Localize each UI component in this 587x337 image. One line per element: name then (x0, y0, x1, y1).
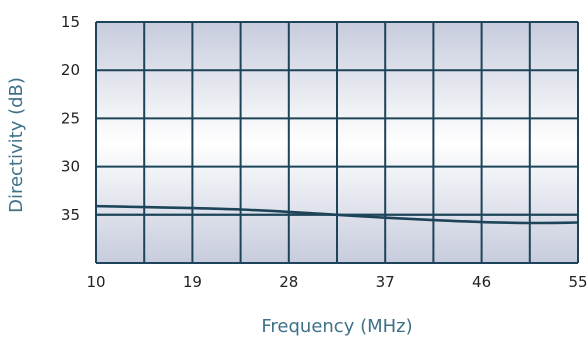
y-axis-title: Directivity (dB) (6, 77, 27, 213)
series-layer (95, 204, 579, 225)
x-tick-label: 46 (472, 273, 491, 291)
y-tick-label: 15 (61, 13, 80, 31)
y-axis-ticks: 15 20 25 30 35 (61, 13, 80, 224)
y-tick-label: 25 (61, 109, 80, 127)
x-axis-ticks: 10 19 28 37 46 55 (86, 273, 587, 291)
y-tick-label: 35 (61, 206, 80, 224)
x-tick-label: 55 (568, 273, 587, 291)
x-tick-label: 28 (279, 273, 298, 291)
y-tick-label: 30 (61, 158, 80, 176)
x-axis-title: Frequency (MHz) (261, 316, 412, 337)
x-tick-label: 10 (86, 273, 105, 291)
x-tick-label: 37 (376, 273, 395, 291)
y-tick-label: 20 (61, 61, 80, 79)
x-tick-label: 19 (183, 273, 202, 291)
